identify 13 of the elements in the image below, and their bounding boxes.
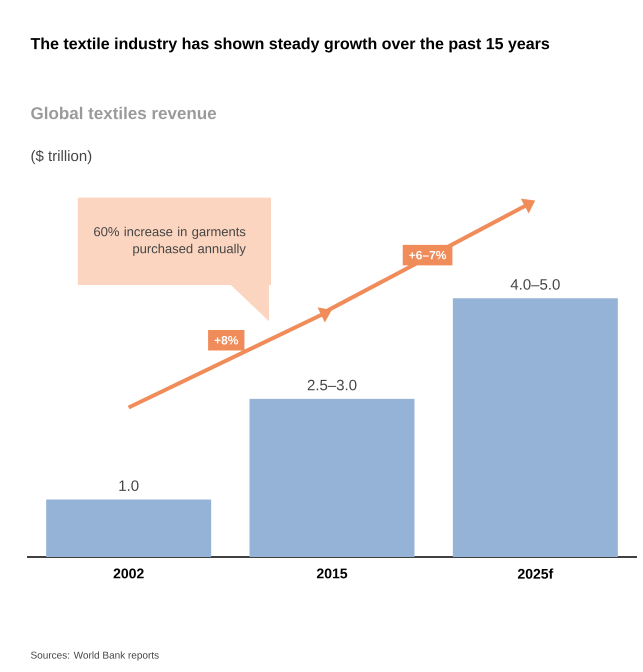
text: ($ trillion) — [31, 150, 92, 164]
text: 60% increase in garments purchased annually — [94, 226, 246, 256]
chart-subtitle: Global textiles revenue — [31, 106, 216, 120]
data-label: 1.0 — [119, 480, 138, 491]
x-tick-label: 2015 — [316, 568, 348, 578]
chart-title: The textile industry has shown steady growth over the past 15 years — [30, 38, 550, 52]
data-label: 4.0–5.0 — [510, 279, 560, 290]
x-tick-label: 2002 — [114, 568, 144, 578]
annotation: +8% — [214, 336, 238, 344]
data-label: 2.5–3.0 — [308, 380, 356, 390]
source-note: Sources: World Bank reports — [30, 651, 159, 661]
x-tick-label: 2025f — [518, 568, 554, 579]
text: +6–7% — [409, 250, 446, 260]
